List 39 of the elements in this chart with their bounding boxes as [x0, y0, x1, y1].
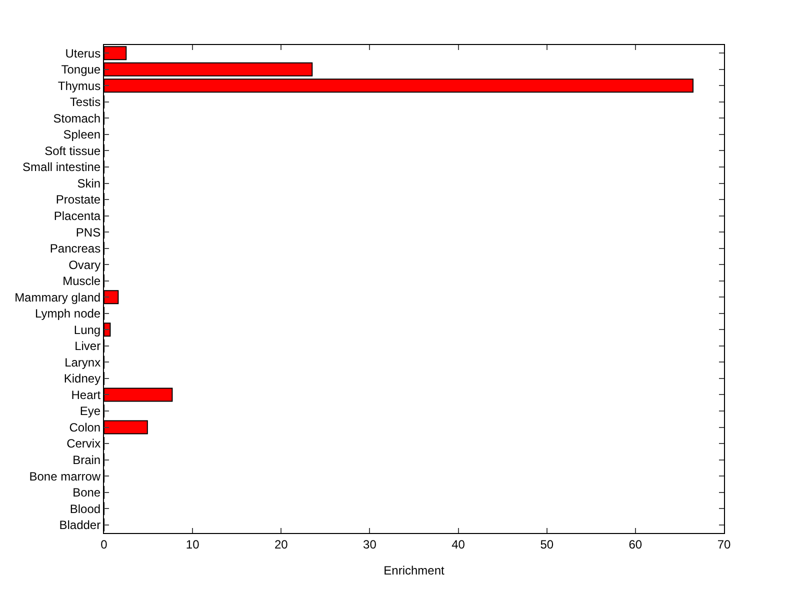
y-tick-label: Lung: [74, 322, 101, 337]
y-tick-label: Soft tissue: [44, 144, 101, 158]
y-tick-label: Mammary gland: [14, 290, 101, 304]
y-tick-label: Uterus: [65, 46, 101, 60]
y-tick-label: Small intestine: [22, 160, 101, 174]
y-tick-label: Thymus: [58, 78, 101, 93]
y-tick-label: Bone: [72, 486, 101, 500]
y-tick-label: Larynx: [64, 355, 101, 370]
x-tick-label: 20: [274, 537, 288, 552]
y-tick-label: Tongue: [61, 62, 101, 77]
y-tick-label: Placenta: [54, 209, 101, 223]
y-tick-label: Pancreas: [50, 242, 101, 256]
y-tick-label: PNS: [76, 225, 101, 240]
y-tick-label: Cervix: [66, 436, 101, 451]
x-tick-label: 70: [717, 537, 731, 552]
y-tick-label: Heart: [71, 388, 102, 402]
x-tick-label: 60: [628, 537, 642, 552]
x-tick-label: 30: [363, 537, 377, 552]
y-tick-label: Brain: [72, 453, 101, 467]
x-axis-title: Enrichment: [384, 563, 446, 578]
x-tick-label: 0: [100, 537, 108, 552]
y-tick-label: Bone marrow: [29, 469, 101, 484]
y-tick-label: Stomach: [53, 111, 101, 126]
y-tick-label: Bladder: [59, 518, 101, 532]
y-tick-label: Ovary: [68, 258, 101, 272]
x-tick-label: 10: [186, 537, 200, 552]
y-tick-label: Kidney: [64, 372, 101, 386]
y-tick-label: Testis: [70, 95, 101, 110]
y-tick-label: Spleen: [63, 128, 101, 142]
y-tick-label: Colon: [69, 420, 101, 434]
y-tick-label: Blood: [70, 502, 101, 516]
x-tick-label: 40: [452, 537, 466, 552]
y-tick-label: Lymph node: [34, 306, 101, 321]
x-tick-label: 50: [540, 537, 554, 552]
y-tick-label: Prostate: [56, 192, 101, 207]
y-tick-label: Liver: [74, 339, 101, 354]
y-tick-label: Eye: [80, 404, 101, 418]
y-tick-label: Muscle: [62, 274, 101, 288]
y-tick-label: Skin: [77, 176, 101, 190]
